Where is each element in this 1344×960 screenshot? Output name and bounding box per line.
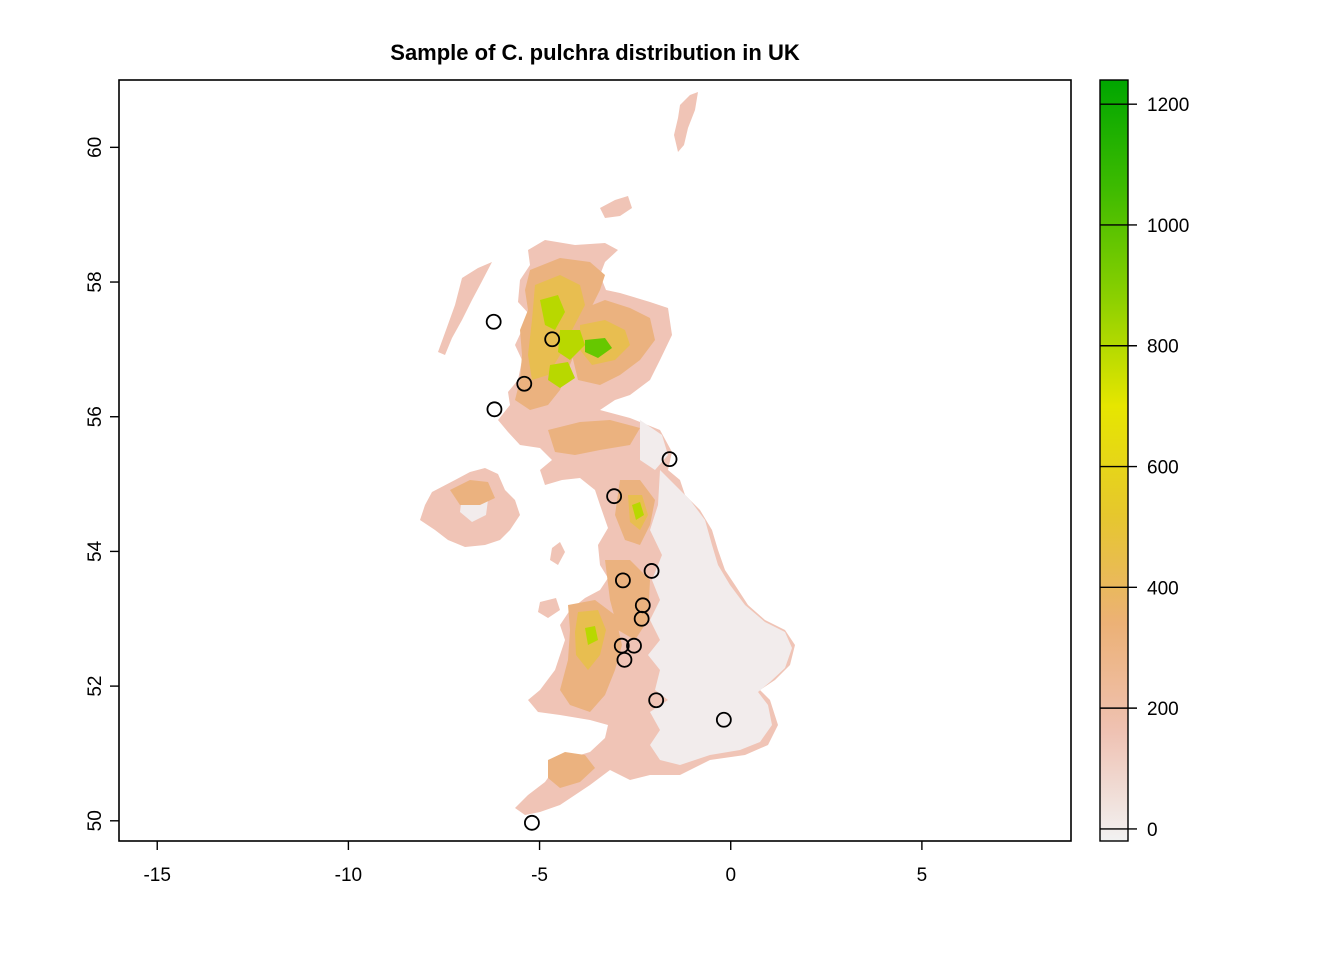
colorbar-tick-label: 1000 [1147, 216, 1189, 237]
lowland-patch [640, 420, 668, 470]
western-isles [438, 262, 492, 355]
shetland-islands [674, 92, 698, 152]
colorbar-tick-label: 400 [1147, 578, 1179, 599]
colorbar-tick-label: 1200 [1147, 95, 1189, 116]
sample-points [485, 313, 732, 831]
colorbar-tick-label: 200 [1147, 699, 1179, 720]
x-tick-label: -15 [143, 865, 170, 886]
sample-point [486, 401, 503, 418]
mountain-peaks [540, 295, 644, 645]
sample-point [606, 488, 623, 505]
lowland-region [648, 470, 792, 765]
sample-point [524, 814, 540, 831]
sample-point [516, 375, 533, 392]
y-tick-label: 58 [85, 271, 106, 292]
y-tick-label: 52 [85, 676, 106, 697]
plot-title: Sample of C. pulchra distribution in UK [390, 40, 800, 65]
plot-frame [118, 79, 1072, 842]
colorbar-tick-label: 800 [1147, 337, 1179, 358]
sample-point [615, 572, 631, 589]
y-tick-label: 54 [85, 540, 106, 562]
sample-point [616, 651, 633, 668]
elevation-colorbar: 0 200 400 600 800 1000 1200 [1099, 79, 1189, 842]
sample-point [544, 331, 561, 348]
colorbar-tick-label: 600 [1147, 458, 1179, 479]
y-tick-label: 60 [85, 137, 106, 158]
y-tick-label: 50 [85, 810, 106, 831]
x-tick-label: 0 [725, 865, 736, 886]
x-axis: -15 -10 -5 0 5 [143, 841, 927, 886]
anglesey [538, 598, 560, 618]
sample-point [648, 692, 665, 709]
x-tick-label: -10 [335, 865, 362, 886]
colorbar-ticks: 0 200 400 600 800 1000 1200 [1100, 95, 1189, 841]
sample-point [485, 313, 502, 330]
colorbar-tick-label: 0 [1147, 820, 1158, 841]
x-tick-label: -5 [531, 865, 548, 886]
sample-point [643, 563, 660, 579]
sample-point [626, 637, 642, 654]
elevation-raster [420, 92, 795, 815]
colorbar-frame [1099, 79, 1129, 842]
orkney-islands [600, 196, 632, 218]
sample-point [633, 610, 650, 627]
x-tick-label: 5 [917, 865, 928, 886]
isle-of-man [550, 542, 565, 565]
sample-point [715, 711, 732, 728]
sample-point [661, 451, 678, 468]
y-tick-label: 56 [85, 406, 106, 427]
colorbar-gradient [1100, 80, 1128, 841]
y-axis: 50 52 54 56 58 60 [85, 137, 119, 831]
